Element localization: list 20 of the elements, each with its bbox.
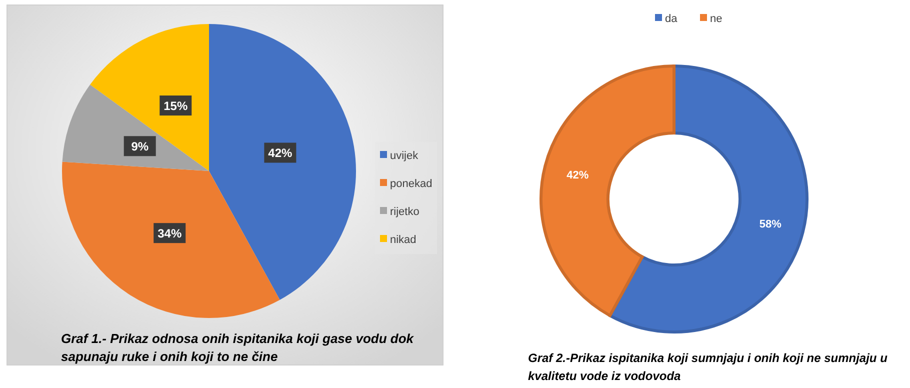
data-label: 9%: [131, 140, 149, 154]
legend-label: ne: [710, 13, 722, 25]
donut-slice: [540, 64, 676, 318]
data-label: 42%: [566, 169, 589, 182]
pie-slice: [62, 84, 209, 171]
text: Graf 2.-Prikaz ispitanika koji sumnjaju i onih koji ne sumnjaju u kvalitetu vode iz vodovoda: [528, 351, 888, 383]
pie-slice: [209, 24, 356, 300]
pie-slice: [90, 24, 209, 171]
legend-label: nikad: [390, 234, 416, 246]
legend-label: ponekad: [390, 178, 432, 190]
data-label: 34%: [158, 226, 182, 241]
legend-label: da: [665, 13, 678, 25]
text: Graf 1.- Prikaz odnosa onih ispitanika koji gase vodu dok sapunaju ruke i onih koji to ne čine: [61, 331, 414, 364]
legend-label: rijetko: [390, 206, 420, 218]
donut-slice: [608, 64, 808, 334]
pie-slice: [62, 162, 280, 318]
data-label: 15%: [164, 99, 188, 114]
data-label: 58%: [759, 218, 782, 231]
legend-label: uvijek: [390, 150, 419, 162]
data-label: 42%: [268, 146, 293, 160]
